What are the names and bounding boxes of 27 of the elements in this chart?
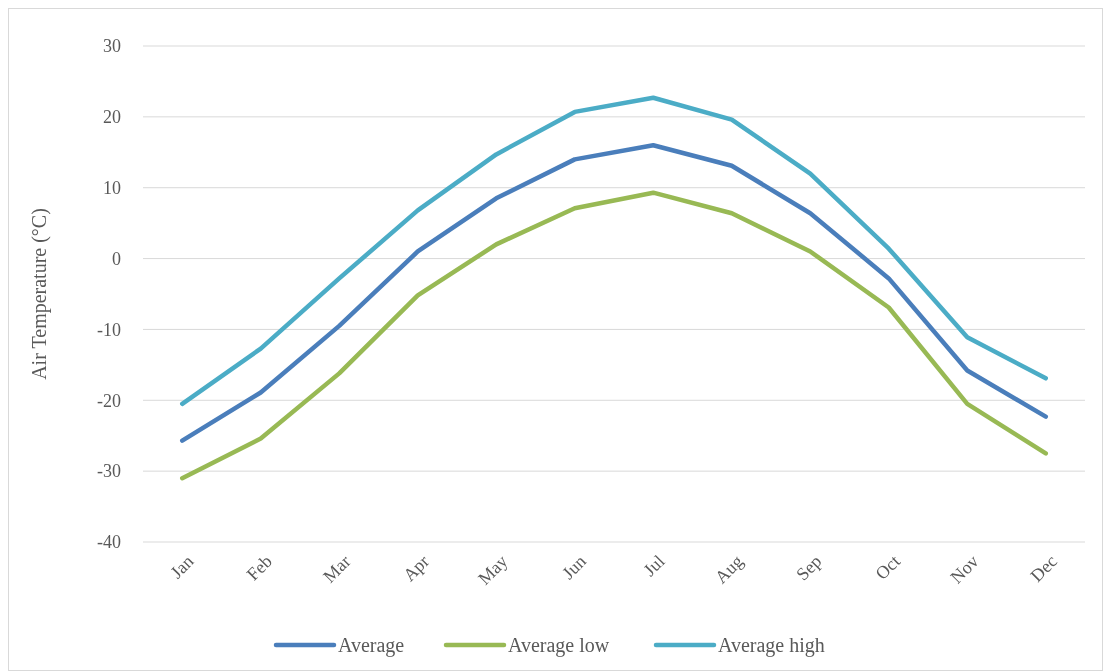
legend-label: Average low [508, 634, 610, 657]
x-tick-label: Nov [946, 551, 983, 588]
y-tick-label: 0 [112, 248, 121, 269]
x-tick-label: Mar [319, 551, 355, 587]
x-tick-label: Sep [792, 551, 826, 585]
y-tick-label: -40 [97, 532, 121, 553]
y-axis-title: Air Temperature (°C) [28, 208, 51, 380]
x-tick-label: May [474, 551, 512, 589]
x-tick-label: Jan [166, 551, 198, 583]
x-tick-label: Feb [242, 551, 277, 585]
x-tick-label: Aug [710, 551, 748, 588]
x-tick-label: Jul [639, 551, 669, 581]
legend-label: Average [338, 634, 405, 657]
y-tick-label: 30 [103, 36, 121, 57]
line-series [180, 142, 1048, 443]
y-tick-label: 20 [103, 107, 121, 128]
x-tick-label: Dec [1026, 551, 1062, 586]
legend-label: Average high [718, 634, 825, 657]
y-tick-label: 10 [103, 178, 121, 199]
x-tick-label: Apr [399, 551, 434, 586]
y-tick-label: -10 [97, 319, 121, 340]
x-tick-label: Jun [558, 551, 591, 583]
line-series [180, 190, 1048, 481]
y-tick-label: -20 [97, 390, 121, 411]
y-tick-label: -30 [97, 461, 121, 482]
x-tick-label: Oct [871, 551, 905, 584]
line-series [180, 95, 1048, 407]
